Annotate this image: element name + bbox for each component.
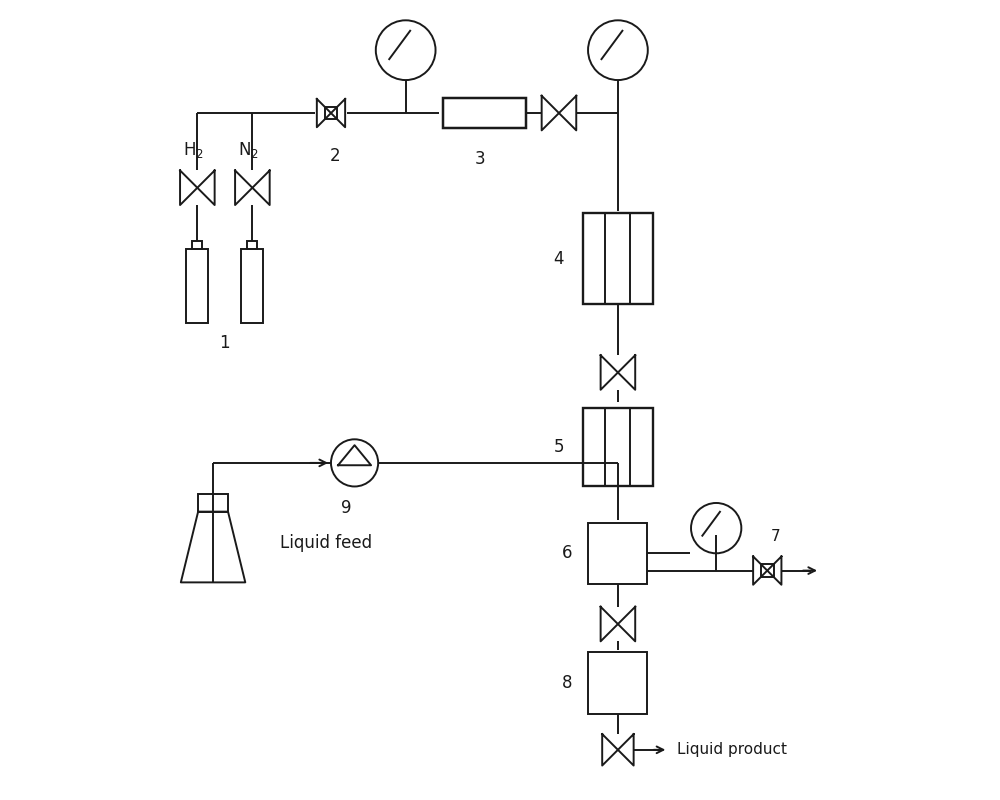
Bar [761, 564, 774, 577]
Bar [247, 242, 257, 249]
Text: 4: 4 [554, 250, 564, 267]
Text: 9: 9 [341, 499, 352, 518]
Text: 6: 6 [562, 544, 572, 562]
Bar [588, 522, 647, 584]
Text: $\mathregular{N_2}$: $\mathregular{N_2}$ [238, 140, 259, 160]
Bar [325, 106, 337, 119]
Text: 3: 3 [475, 150, 486, 168]
Text: Liquid feed: Liquid feed [280, 534, 372, 552]
Bar [443, 98, 526, 128]
Text: 5: 5 [554, 438, 564, 456]
Bar [198, 494, 228, 512]
Bar [583, 214, 653, 304]
Text: $\mathregular{H_2}$: $\mathregular{H_2}$ [183, 140, 204, 160]
Bar [588, 652, 647, 714]
Bar [583, 408, 653, 486]
Text: Liquid product: Liquid product [677, 742, 787, 758]
Bar [241, 249, 263, 323]
Text: 7: 7 [770, 529, 780, 544]
Text: 8: 8 [562, 674, 572, 692]
Bar [186, 249, 208, 323]
Bar [192, 242, 202, 249]
Text: 1: 1 [220, 334, 230, 352]
Text: 2: 2 [330, 147, 340, 166]
